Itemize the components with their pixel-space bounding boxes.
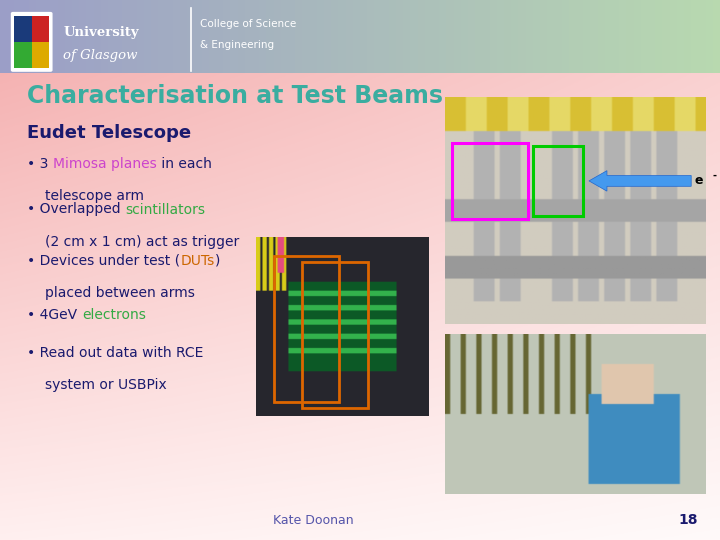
Text: electrons: electrons: [82, 308, 145, 322]
Text: telescope arm: telescope arm: [45, 189, 145, 203]
Text: DUTs: DUTs: [181, 254, 215, 268]
Bar: [32, 42, 49, 68]
Text: scintillators: scintillators: [125, 202, 205, 217]
Bar: [302, 261, 368, 408]
Text: (2 cm x 1 cm) act as trigger: (2 cm x 1 cm) act as trigger: [45, 235, 240, 249]
FancyBboxPatch shape: [11, 12, 53, 72]
Text: • 4GeV: • 4GeV: [27, 308, 82, 322]
Text: of Glasgow: of Glasgow: [63, 49, 138, 62]
Text: College of Science: College of Science: [200, 19, 297, 29]
Text: & Engineering: & Engineering: [200, 40, 274, 51]
Text: • Read out data with RCE: • Read out data with RCE: [27, 346, 204, 360]
Text: Mimosa planes: Mimosa planes: [53, 157, 157, 171]
FancyArrow shape: [589, 171, 691, 191]
Text: • Devices under test (: • Devices under test (: [27, 254, 181, 268]
Text: ): ): [215, 254, 220, 268]
Text: University: University: [63, 26, 139, 39]
Bar: [14, 16, 32, 42]
Text: -: -: [713, 171, 717, 180]
Bar: [32, 16, 49, 42]
Text: in each: in each: [157, 157, 212, 171]
Text: system or USBPix: system or USBPix: [45, 378, 167, 392]
Text: 18: 18: [679, 512, 698, 526]
Text: e: e: [695, 174, 703, 187]
Text: • 3: • 3: [27, 157, 53, 171]
Text: Kate Doonan: Kate Doonan: [273, 514, 354, 526]
Text: Eudet Telescope: Eudet Telescope: [27, 124, 192, 142]
Bar: [452, 143, 528, 219]
Text: placed between arms: placed between arms: [45, 286, 195, 300]
Bar: [274, 256, 339, 402]
Bar: [533, 146, 583, 216]
Text: • Overlapped: • Overlapped: [27, 202, 125, 217]
Text: Characterisation at Test Beams: Characterisation at Test Beams: [27, 84, 444, 107]
Bar: [14, 42, 32, 68]
